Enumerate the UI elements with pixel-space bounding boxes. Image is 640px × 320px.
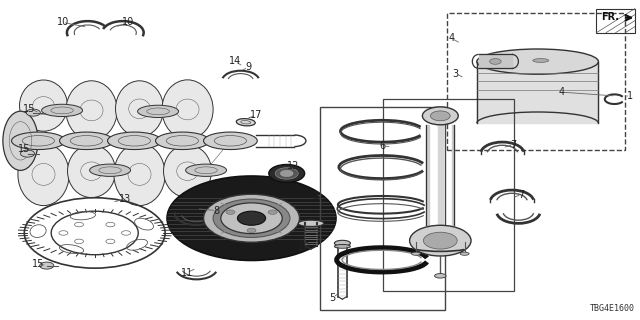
Ellipse shape: [68, 145, 115, 197]
Ellipse shape: [335, 244, 351, 248]
Ellipse shape: [40, 262, 54, 269]
Ellipse shape: [66, 81, 117, 140]
Text: 10: 10: [56, 17, 69, 28]
Text: 13: 13: [119, 194, 132, 204]
Text: 2: 2: [312, 191, 319, 201]
Circle shape: [204, 194, 300, 242]
Ellipse shape: [335, 240, 351, 246]
Text: 12: 12: [287, 161, 300, 172]
Ellipse shape: [460, 252, 469, 255]
Ellipse shape: [435, 274, 446, 278]
Ellipse shape: [12, 132, 65, 149]
Text: 11: 11: [180, 268, 193, 278]
Text: 14: 14: [229, 56, 242, 67]
Text: 4: 4: [449, 33, 455, 44]
Bar: [383, 99, 514, 291]
Text: 17: 17: [250, 110, 262, 120]
Circle shape: [422, 107, 458, 125]
Circle shape: [213, 199, 290, 237]
Ellipse shape: [162, 80, 213, 139]
Circle shape: [431, 111, 450, 121]
Ellipse shape: [477, 49, 598, 74]
Text: 15: 15: [18, 144, 31, 154]
Ellipse shape: [60, 132, 113, 149]
Bar: [447, 13, 625, 150]
Ellipse shape: [3, 111, 38, 170]
Ellipse shape: [412, 252, 420, 255]
Ellipse shape: [42, 104, 83, 116]
Circle shape: [410, 225, 471, 256]
Ellipse shape: [186, 164, 227, 176]
Ellipse shape: [20, 80, 68, 131]
Text: 3: 3: [452, 68, 459, 79]
Ellipse shape: [164, 145, 211, 197]
Circle shape: [247, 228, 256, 233]
Ellipse shape: [116, 81, 164, 137]
Ellipse shape: [90, 164, 131, 176]
Text: 15: 15: [23, 104, 36, 114]
Bar: [320, 107, 445, 310]
Circle shape: [424, 232, 457, 249]
Ellipse shape: [138, 105, 179, 117]
Text: 15: 15: [32, 259, 45, 269]
Circle shape: [280, 170, 293, 177]
Ellipse shape: [236, 119, 255, 126]
Text: 4: 4: [559, 87, 565, 97]
Ellipse shape: [298, 220, 324, 227]
Text: 1: 1: [627, 91, 634, 101]
Ellipse shape: [156, 132, 209, 149]
Circle shape: [237, 211, 266, 225]
Ellipse shape: [490, 59, 501, 64]
Ellipse shape: [532, 59, 548, 62]
Ellipse shape: [114, 143, 165, 206]
Ellipse shape: [18, 143, 69, 206]
Circle shape: [275, 168, 298, 179]
Text: 10: 10: [122, 17, 134, 28]
Circle shape: [221, 203, 282, 234]
Circle shape: [269, 164, 305, 182]
Text: 5: 5: [330, 292, 336, 303]
Ellipse shape: [20, 150, 35, 157]
Bar: [596, 9, 635, 33]
Text: 7: 7: [518, 189, 525, 200]
Text: TBG4E1600: TBG4E1600: [590, 304, 635, 313]
Text: 16: 16: [298, 242, 310, 252]
Circle shape: [167, 176, 336, 260]
Text: 8: 8: [213, 205, 220, 216]
Ellipse shape: [26, 109, 40, 116]
Text: 6: 6: [380, 140, 386, 151]
Circle shape: [226, 210, 235, 214]
Text: 9: 9: [245, 62, 252, 72]
Text: FR.: FR.: [601, 12, 619, 22]
Ellipse shape: [204, 132, 257, 149]
Text: 7: 7: [510, 140, 516, 150]
Circle shape: [268, 210, 277, 214]
Ellipse shape: [108, 132, 161, 149]
